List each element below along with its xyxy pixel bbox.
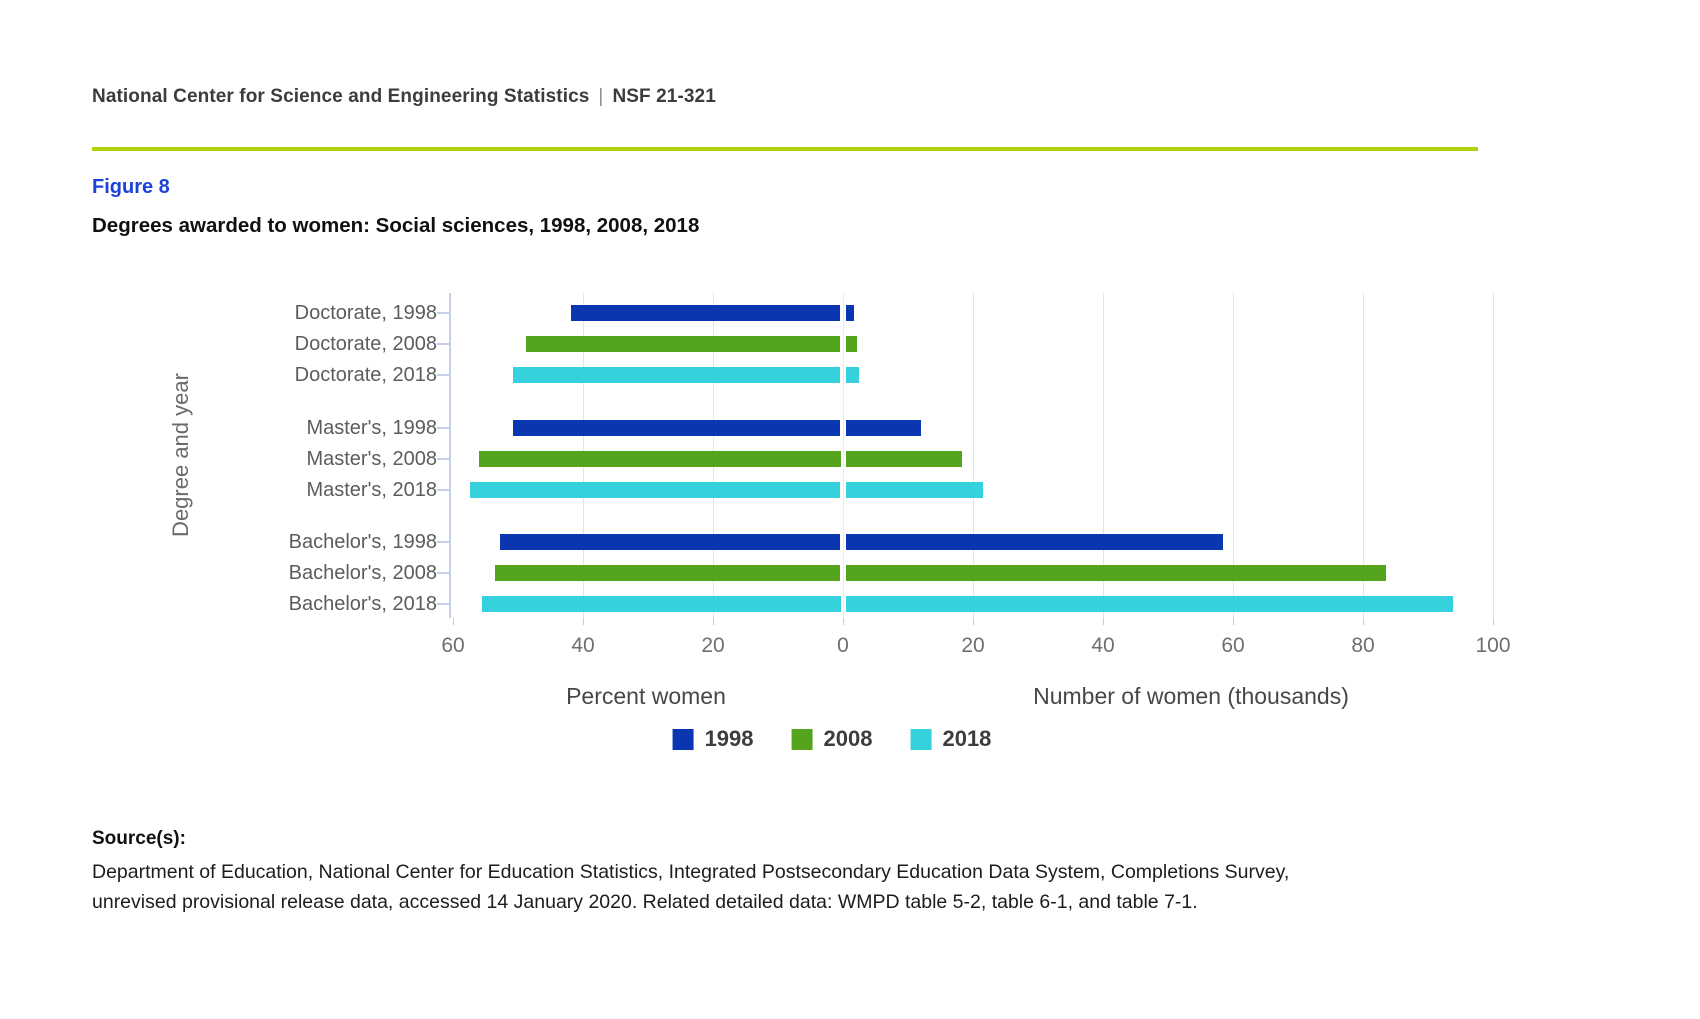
category-tick xyxy=(437,312,450,314)
x-tick-label: 20 xyxy=(961,634,985,657)
axis-tick-mark xyxy=(1363,618,1364,625)
bar-doctorate-2018-percent xyxy=(513,367,841,383)
bar-master-s-2018-percent xyxy=(469,481,841,498)
axis-tick-mark xyxy=(1233,618,1234,625)
bar-master-s-2018-count xyxy=(845,481,984,498)
x-tick-label: 20 xyxy=(701,634,725,657)
legend-label: 2008 xyxy=(823,726,873,751)
category-label-doctorate-2008: Doctorate, 2008 xyxy=(294,333,437,355)
axis-tick-mark xyxy=(1493,618,1494,625)
legend-item-1998: 1998 xyxy=(672,726,754,752)
category-tick xyxy=(437,488,450,491)
category-label-doctorate-2018: Doctorate, 2018 xyxy=(294,364,437,386)
legend: 1998 2008 2018 xyxy=(672,726,991,752)
x-tick-label: 0 xyxy=(837,634,849,657)
bar-doctorate-2018-count xyxy=(845,367,859,383)
x-axis-title-percent: Percent women xyxy=(566,683,726,709)
bar-doctorate-2008-percent xyxy=(525,336,841,352)
bar-master-s-2008-percent xyxy=(479,450,841,467)
bar-master-s-2008-count xyxy=(845,450,962,467)
axis-tick-mark xyxy=(973,618,974,625)
category-tick xyxy=(437,603,450,605)
category-label-bachelor-s-2018: Bachelor's, 2018 xyxy=(288,593,437,615)
bar-bachelor-s-2008-count xyxy=(845,565,1386,581)
category-label-master-s-2008: Master's, 2008 xyxy=(306,447,437,470)
legend-swatch-2018 xyxy=(910,728,932,750)
gridline xyxy=(1493,293,1494,618)
y-axis-line xyxy=(449,293,451,618)
axis-tick-mark xyxy=(843,618,844,625)
category-label-master-s-2018: Master's, 2018 xyxy=(306,478,437,501)
category-tick xyxy=(437,572,450,574)
header-org: National Center for Science and Engineer… xyxy=(92,86,590,107)
x-tick-label: 40 xyxy=(1091,634,1115,657)
legend-item-2018: 2018 xyxy=(910,726,991,752)
header-separator: | xyxy=(598,86,604,107)
category-label-bachelor-s-2008: Bachelor's, 2008 xyxy=(288,562,437,584)
gridline xyxy=(1103,293,1104,618)
bar-doctorate-2008-count xyxy=(845,336,857,352)
x-tick-label: 60 xyxy=(1221,634,1245,657)
category-tick xyxy=(437,457,450,460)
gridline xyxy=(1363,293,1364,618)
bar-doctorate-1998-percent xyxy=(571,305,841,321)
source-block: Source(s): Department of Education, Nati… xyxy=(92,828,1422,917)
x-tick-label: 100 xyxy=(1475,634,1511,657)
category-tick xyxy=(437,426,450,429)
bar-bachelor-s-2008-percent xyxy=(494,565,841,581)
bar-master-s-1998-percent xyxy=(513,419,841,436)
axis-tick-mark xyxy=(1103,618,1104,625)
x-tick-label: 60 xyxy=(441,634,465,657)
bar-doctorate-1998-count xyxy=(845,305,855,321)
legend-item-2008: 2008 xyxy=(791,726,873,752)
source-text-line: Department of Education, National Center… xyxy=(92,861,1290,883)
source-label: Source(s): xyxy=(92,828,186,849)
category-tick xyxy=(437,374,450,376)
gridline xyxy=(1233,293,1234,618)
category-label-doctorate-1998: Doctorate, 1998 xyxy=(294,302,437,324)
figure-label: Figure 8 xyxy=(92,176,170,198)
legend-swatch-1998 xyxy=(672,728,694,750)
gridline xyxy=(973,293,974,618)
bar-bachelor-s-1998-count xyxy=(845,534,1223,550)
axis-tick-mark xyxy=(713,618,714,625)
zero-gridline xyxy=(843,293,844,618)
legend-label: 2018 xyxy=(942,726,992,751)
axis-tick-mark xyxy=(453,618,454,625)
x-axis-title-number: Number of women (thousands) xyxy=(1033,683,1349,709)
figure-title: Degrees awarded to women: Social science… xyxy=(92,214,700,237)
accent-divider xyxy=(92,147,1478,151)
header-publication: NSF 21-321 xyxy=(612,86,716,107)
category-label-bachelor-s-1998: Bachelor's, 1998 xyxy=(288,531,437,553)
bar-bachelor-s-2018-count xyxy=(845,596,1453,612)
legend-label: 1998 xyxy=(704,726,754,751)
bar-bachelor-s-2018-percent xyxy=(482,596,841,612)
bar-master-s-1998-count xyxy=(845,419,921,436)
x-tick-label: 40 xyxy=(571,634,595,657)
x-tick-label: 80 xyxy=(1351,634,1375,657)
report-header: National Center for Science and Engineer… xyxy=(92,86,716,108)
axis-tick-mark xyxy=(583,618,584,625)
source-text-line: unrevised provisional release data, acce… xyxy=(92,891,1198,913)
category-tick xyxy=(437,343,450,345)
legend-swatch-2008 xyxy=(791,728,813,750)
bar-bachelor-s-1998-percent xyxy=(500,534,841,550)
category-tick xyxy=(437,541,450,543)
category-label-master-s-1998: Master's, 1998 xyxy=(306,416,437,439)
